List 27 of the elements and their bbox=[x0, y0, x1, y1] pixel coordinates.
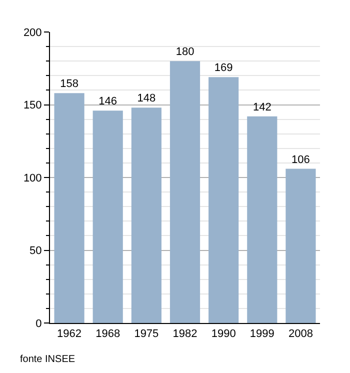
bar bbox=[54, 93, 84, 323]
bar bbox=[286, 168, 316, 323]
x-tick-label: 1968 bbox=[96, 328, 120, 340]
data-label: 180 bbox=[176, 46, 194, 58]
y-tick-label: 200 bbox=[23, 26, 42, 39]
data-label: 169 bbox=[214, 62, 233, 74]
data-label: 106 bbox=[292, 154, 310, 166]
x-tick-label: 1990 bbox=[211, 328, 236, 340]
bar bbox=[208, 77, 239, 323]
data-label: 146 bbox=[98, 96, 118, 108]
bar bbox=[131, 108, 162, 323]
source-note: fonte INSEE bbox=[20, 354, 76, 365]
x-tick-label: 1999 bbox=[250, 328, 274, 340]
data-label: 158 bbox=[60, 78, 78, 90]
x-tick-label: 1962 bbox=[57, 328, 82, 340]
y-tick-label: 0 bbox=[36, 318, 42, 330]
y-tick-label: 50 bbox=[30, 245, 42, 258]
y-tick-label: 150 bbox=[23, 100, 42, 112]
x-tick-label: 1975 bbox=[134, 328, 159, 340]
bar bbox=[92, 110, 123, 323]
data-label: 148 bbox=[137, 92, 156, 105]
bar bbox=[170, 61, 200, 323]
x-tick-label: 1982 bbox=[172, 328, 198, 340]
data-label: 142 bbox=[252, 101, 272, 114]
x-tick-label: 2008 bbox=[288, 328, 313, 340]
bar bbox=[247, 116, 278, 323]
y-tick-label: 100 bbox=[23, 172, 42, 184]
